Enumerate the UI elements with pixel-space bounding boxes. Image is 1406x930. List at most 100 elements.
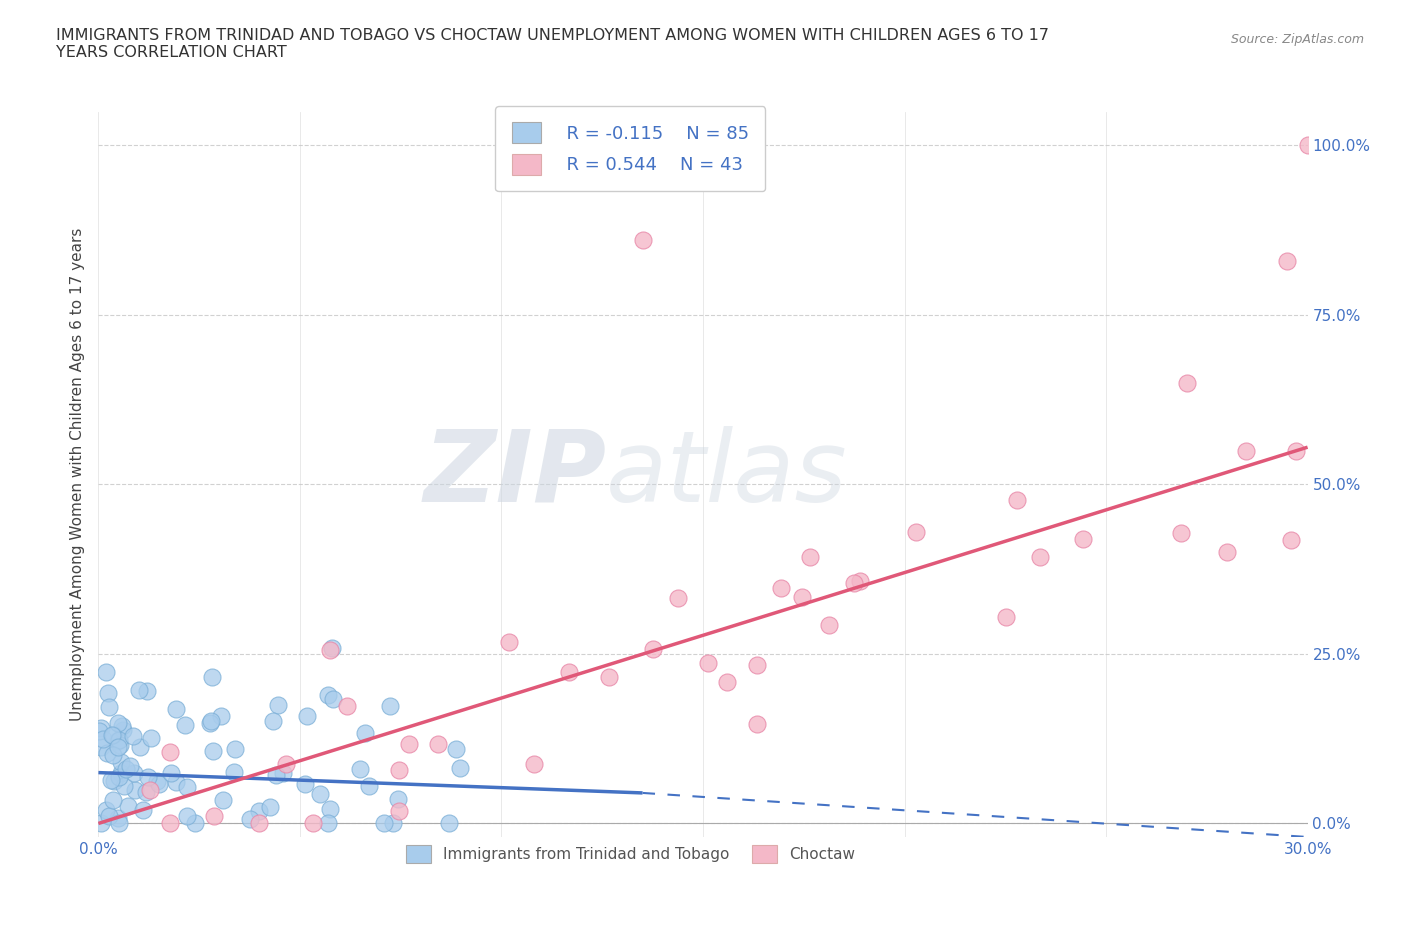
Point <box>96 746 118 761</box>
Point <box>224 764 246 779</box>
Point <box>107 716 129 731</box>
Point <box>817 618 839 632</box>
Point <box>271 765 294 780</box>
Point <box>904 525 927 539</box>
Point <box>1005 492 1028 507</box>
Point <box>302 816 325 830</box>
Point <box>184 816 207 830</box>
Point <box>103 728 125 743</box>
Point <box>146 774 169 789</box>
Point <box>128 739 150 754</box>
Point <box>373 816 395 830</box>
Point <box>387 791 409 806</box>
Point <box>122 728 145 743</box>
Point <box>359 778 381 793</box>
Point <box>136 684 159 698</box>
Point <box>439 816 461 830</box>
Point <box>696 656 718 671</box>
Point <box>159 766 181 781</box>
Point <box>321 641 343 656</box>
Point <box>112 779 135 794</box>
Point <box>201 670 224 684</box>
Point <box>319 801 342 816</box>
Point <box>316 816 339 830</box>
Point <box>388 804 411 818</box>
Point <box>108 737 131 752</box>
Point <box>264 767 287 782</box>
Point <box>139 783 162 798</box>
Point <box>212 793 235 808</box>
Point <box>198 716 221 731</box>
Point <box>202 809 225 824</box>
Point <box>105 734 128 749</box>
Point <box>107 810 129 825</box>
Point <box>91 732 114 747</box>
Point <box>1175 376 1198 391</box>
Point <box>388 763 411 777</box>
Point <box>173 717 195 732</box>
Point <box>267 698 290 712</box>
Point <box>165 701 187 716</box>
Point <box>202 743 225 758</box>
Text: Source: ZipAtlas.com: Source: ZipAtlas.com <box>1230 33 1364 46</box>
Point <box>557 664 579 679</box>
Legend: Immigrants from Trinidad and Tobago, Choctaw: Immigrants from Trinidad and Tobago, Cho… <box>392 831 869 876</box>
Point <box>444 741 467 756</box>
Point <box>114 762 136 777</box>
Point <box>319 643 342 658</box>
Point <box>120 759 142 774</box>
Point <box>110 754 132 769</box>
Point <box>101 728 124 743</box>
Point <box>666 591 689 605</box>
Y-axis label: Unemployment Among Women with Children Ages 6 to 17 years: Unemployment Among Women with Children A… <box>69 228 84 721</box>
Point <box>165 775 187 790</box>
Point <box>97 809 120 824</box>
Point <box>159 816 181 830</box>
Point <box>276 756 298 771</box>
Point <box>90 816 112 830</box>
Point <box>122 765 145 780</box>
Point <box>308 787 330 802</box>
Point <box>1170 525 1192 540</box>
Point <box>107 770 129 785</box>
Point <box>349 762 371 777</box>
Point <box>1277 253 1299 268</box>
Point <box>316 688 339 703</box>
Point <box>842 576 865 591</box>
Point <box>200 713 222 728</box>
Point <box>96 664 118 679</box>
Point <box>849 574 872 589</box>
Point <box>498 634 520 649</box>
Point <box>382 816 405 830</box>
Point <box>139 731 162 746</box>
Point <box>1073 531 1095 546</box>
Point <box>90 739 112 754</box>
Point <box>262 713 284 728</box>
Point <box>211 709 233 724</box>
Point <box>110 766 132 781</box>
Point <box>398 737 420 751</box>
Point <box>111 719 134 734</box>
Point <box>745 717 768 732</box>
Point <box>132 803 155 817</box>
Point <box>1234 443 1257 458</box>
Point <box>101 748 124 763</box>
Point <box>98 699 121 714</box>
Point <box>159 744 181 759</box>
Text: ZIP: ZIP <box>423 426 606 523</box>
Point <box>107 739 129 754</box>
Point <box>790 590 813 604</box>
Point <box>598 670 620 684</box>
Point <box>108 816 131 830</box>
Point <box>117 799 139 814</box>
Point <box>135 785 157 800</box>
Point <box>90 721 112 736</box>
Point <box>294 777 316 791</box>
Point <box>176 808 198 823</box>
Point <box>103 792 125 807</box>
Text: IMMIGRANTS FROM TRINIDAD AND TOBAGO VS CHOCTAW UNEMPLOYMENT AMONG WOMEN WITH CHI: IMMIGRANTS FROM TRINIDAD AND TOBAGO VS C… <box>56 28 1049 60</box>
Point <box>259 799 281 814</box>
Point <box>716 675 738 690</box>
Point <box>631 233 654 248</box>
Point <box>1296 138 1319 153</box>
